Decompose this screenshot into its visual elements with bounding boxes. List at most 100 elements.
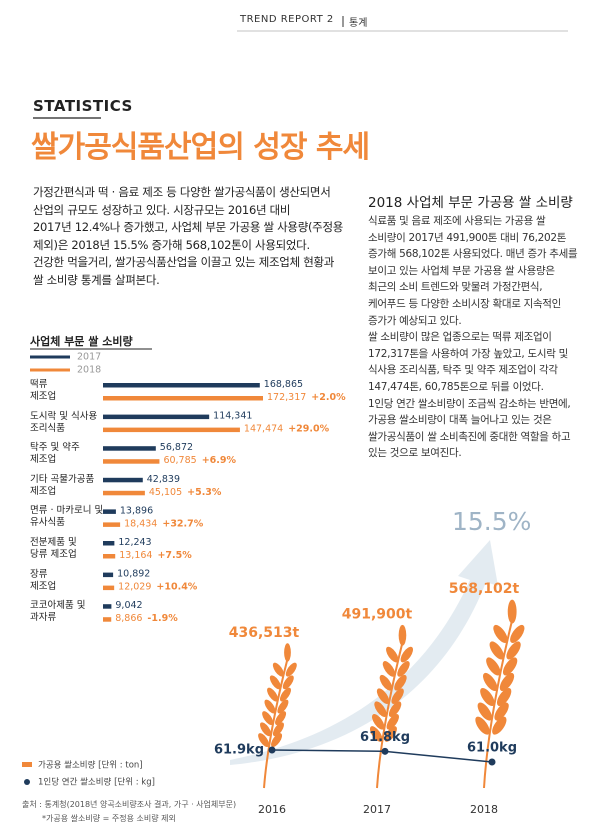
wheat-grain [388, 701, 402, 718]
growth-label: +5.3% [187, 486, 222, 497]
section-name: 통계 [349, 18, 368, 29]
value-label-text: 60,785 [163, 455, 196, 466]
bar [103, 585, 115, 591]
category-label: 장류 제조업 [30, 568, 57, 592]
bar [103, 572, 114, 578]
wheat-grain [262, 711, 274, 726]
value-label-text: 8,866 [115, 613, 142, 624]
wheat-grain [384, 726, 397, 742]
sidebar-line: 케어푸드 등 다양한 소비시장 확대로 지속적인 [368, 298, 562, 310]
value-label-text: 56,872 [160, 442, 193, 453]
growth-label: -1.9% [147, 613, 178, 624]
wheat-grain [480, 687, 495, 707]
bar [103, 446, 156, 451]
wheat-grain [272, 722, 284, 737]
intro-line: 가정간편식과 떡 · 음료 제조 등 다양한 쌀가공식품이 생산되면서 [33, 185, 331, 199]
growth-label: +6.9% [202, 455, 237, 466]
wheat-grain [369, 726, 383, 742]
wheat-grain [486, 657, 501, 676]
wheat-grain [374, 701, 387, 718]
value-label-text: 147,474 [244, 423, 283, 434]
category-label: 면류 · 마카로니 및 유사식품 [30, 505, 104, 529]
category-label: 떡류 제조업 [30, 379, 57, 402]
value-label: 61.0kg [467, 741, 517, 756]
growth-label: +7.5% [157, 550, 192, 561]
wheat-grain [386, 646, 399, 663]
bar [103, 509, 116, 514]
wheat-grain [376, 688, 390, 705]
sidebar-line: 보이고 있는 사업체 부문 가공용 쌀 사용량은 [368, 264, 555, 277]
wheat-stem [483, 619, 514, 789]
wheat-grain [507, 599, 517, 624]
wheat-grain [493, 624, 508, 643]
line-point [381, 747, 389, 755]
growth-label: +10.4% [156, 581, 197, 592]
growth-swoosh [230, 540, 498, 765]
sidebar-line: 소비량이 2017년 491,900톤 대비 76,202톤 [368, 231, 567, 244]
value-label: 12,243 [118, 537, 151, 548]
sidebar-line: 쌀 소비량이 많은 업종으로는 떡류 제조업이 [368, 331, 552, 344]
category-label: 도시락 및 식사용 조리식품 [30, 410, 98, 434]
bar [103, 414, 210, 420]
wheat-grain [391, 688, 404, 705]
value-label: 10,892 [117, 568, 150, 579]
category-label: 전분제품 및 당류 제조업 [30, 537, 77, 560]
legend-label: 가공용 쌀소비량 [단위 : ton] [38, 760, 143, 771]
running-title: TREND REPORT 2 [240, 14, 334, 25]
sidebar-line: 147,474톤, 60,785톤으로 뒤를 이었다. [368, 381, 544, 393]
sidebar-title: 2018 사업체 부문 가공용 쌀 소비량 [368, 195, 573, 211]
bar [103, 617, 112, 622]
wheat-grain [510, 624, 525, 643]
sidebar-line: 식료품 및 음료 제조에 사용되는 가공용 쌀 [368, 215, 546, 227]
value-label: 172,317 +2.0% [267, 392, 346, 403]
value-label: 168,865 [264, 379, 303, 390]
line-point [488, 758, 496, 766]
wheat-grain [282, 675, 294, 690]
sidebar-line: 증가해 568,102톤 사용되었다. 매년 증가 추세를 [368, 248, 578, 261]
value-label: 45,105 +5.3% [149, 486, 222, 497]
category-label: 탁주 및 약주 제조업 [30, 442, 80, 466]
value-label-text: 12,243 [118, 537, 151, 548]
value-label-text: 12,029 [118, 581, 151, 592]
wheat-grain [382, 661, 396, 677]
wheat-grain [397, 661, 410, 677]
value-label-text: 10,892 [117, 568, 150, 579]
value-label-text: 168,865 [264, 379, 303, 390]
value-label: 61.8kg [360, 730, 410, 745]
x-tick-label: 2017 [363, 803, 391, 816]
value-label: 8,866 -1.9% [115, 613, 178, 624]
chart-title: 사업체 부문 쌀 소비량 [30, 335, 133, 348]
legend-swatch [22, 762, 32, 767]
value-label: 147,474 +29.0% [244, 423, 330, 434]
wheat-grain [285, 662, 297, 677]
wheat-grain [386, 714, 399, 730]
bar [103, 522, 121, 527]
sidebar-line: 쌀가공식품이 쌀 소비촉진에 중대한 역할을 하고 [368, 430, 571, 443]
wheat-grain [492, 716, 507, 735]
growth-label: +2.0% [311, 392, 346, 403]
value-label: 42,839 [147, 473, 180, 484]
value-label-text: 172,317 [267, 392, 306, 403]
wheat-grain [496, 687, 512, 707]
intro-line: 2017년 12.4%나 증가했고, 사업체 부문 가공용 쌀 사용량(주정용 [33, 220, 344, 235]
wheat-grain [398, 624, 407, 646]
category-label: 코코아제품 및 과자류 [30, 600, 86, 624]
wheat-grain [284, 643, 291, 662]
sidebar-line: 증가가 예상되고 있다. [368, 314, 462, 327]
growth-label: +32.7% [162, 518, 203, 529]
sidebar-line: 가공용 쌀소비량이 대폭 늘어나고 있는 것은 [368, 414, 552, 427]
x-tick-label: 2018 [470, 803, 498, 816]
growth-annotation: 15.5% [452, 507, 532, 536]
value-label-text: 18,434 [124, 518, 157, 529]
x-tick-label: 2016 [258, 803, 286, 816]
sidebar-line: 있는 것으로 보여진다. [368, 447, 462, 460]
value-label: 568,102t [449, 581, 520, 597]
kicker: STATISTICS [33, 97, 133, 115]
value-label: 56,872 [160, 442, 193, 453]
wheat-grain [489, 641, 504, 660]
wheat-grain [379, 674, 393, 691]
wheat-grain [269, 675, 281, 690]
wheat-grain [400, 646, 414, 663]
value-label: 491,900t [342, 606, 413, 622]
